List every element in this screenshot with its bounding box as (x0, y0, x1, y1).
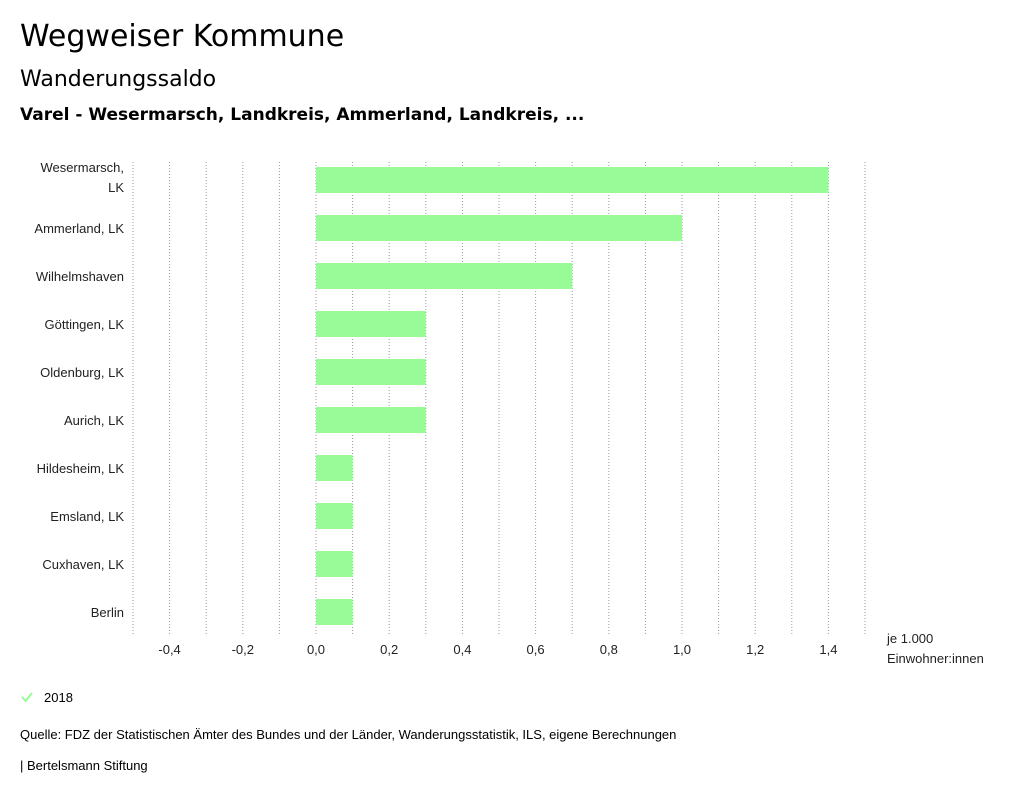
category-labels: Wesermarsch, LK Ammerland, LK Wilhelmshaven… (34, 160, 124, 620)
category-label-0: Wesermarsch, LK (40, 160, 124, 195)
bar-layer (316, 167, 829, 625)
legend[interactable]: 2018 (20, 687, 73, 707)
bar-1[interactable] (316, 215, 682, 241)
page-title: Wegweiser Kommune (20, 19, 345, 54)
bar-7[interactable] (316, 503, 353, 529)
bar-2[interactable] (316, 263, 573, 289)
category-label-6: Hildesheim, LK (37, 461, 125, 476)
x-tick-label-8: 1,2 (746, 642, 764, 657)
bar-5[interactable] (316, 407, 426, 433)
brand-text: | Bertelsmann Stiftung (20, 758, 148, 773)
x-tick-label-5: 0,6 (527, 642, 545, 657)
x-tick-labels: -0,4 -0,2 0,0 0,2 0,4 0,6 0,8 1,0 1,2 1,4 (158, 642, 837, 657)
x-tick-label-9: 1,4 (819, 642, 837, 657)
bar-chart: Wesermarsch, LK Ammerland, LK Wilhelmshaven… (34, 160, 984, 666)
category-label-7: Emsland, LK (50, 509, 124, 524)
x-tick-label-2: 0,0 (307, 642, 325, 657)
x-tick-label-7: 1,0 (673, 642, 691, 657)
category-label-9: Berlin (91, 605, 124, 620)
chart-subtitle: Wanderungssaldo (20, 67, 217, 92)
category-label-3: Göttingen, LK (45, 317, 125, 332)
category-label-5: Aurich, LK (64, 413, 124, 428)
x-tick-label-3: 0,2 (380, 642, 398, 657)
unit-label-line2: Einwohner:innen (887, 651, 984, 666)
bar-4[interactable] (316, 359, 426, 385)
region-label: Varel - Wesermarsch, Landkreis, Ammerlan… (20, 105, 585, 125)
category-label-1: Ammerland, LK (34, 221, 124, 236)
source-text: Quelle: FDZ der Statistischen Ämter des … (20, 727, 677, 742)
bar-8[interactable] (316, 551, 353, 577)
x-tick-label-6: 0,8 (600, 642, 618, 657)
check-icon[interactable] (20, 690, 34, 704)
legend-label-2018: 2018 (44, 689, 73, 705)
unit-label-line1: je 1.000 (886, 631, 933, 646)
x-tick-label-0: -0,4 (158, 642, 180, 657)
category-label-4: Oldenburg, LK (40, 365, 124, 380)
x-tick-label-4: 0,4 (453, 642, 471, 657)
bar-6[interactable] (316, 455, 353, 481)
bar-9[interactable] (316, 599, 353, 625)
bar-3[interactable] (316, 311, 426, 337)
bar-0[interactable] (316, 167, 829, 193)
x-tick-label-1: -0,2 (232, 642, 254, 657)
category-label-2: Wilhelmshaven (36, 269, 124, 284)
category-label-8: Cuxhaven, LK (42, 557, 124, 572)
